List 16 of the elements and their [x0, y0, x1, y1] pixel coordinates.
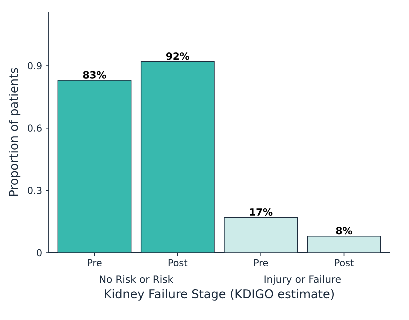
text: Injury or Failure: [264, 275, 341, 286]
data-label: 8%: [336, 227, 352, 235]
x-tick-label: Pre: [88, 260, 102, 267]
data-label: 92%: [166, 52, 190, 60]
text: No Risk or Risk: [100, 275, 174, 284]
y-axis-title: Proportion of patients: [9, 68, 21, 196]
data-label: 17%: [250, 208, 273, 216]
x-tick-label: Post: [335, 260, 354, 267]
x-tick-label: Post: [168, 260, 188, 267]
x-tick-label: Pre: [254, 260, 268, 267]
y-tick-label: 0: [37, 249, 42, 257]
y-tick-label: 0.6: [28, 124, 42, 132]
y-tick-label: 0.3: [28, 187, 42, 194]
y-tick-label: 0.9: [28, 62, 42, 70]
data-label: 83%: [83, 71, 106, 79]
x-axis-title: Kidney Failure Stage (KDIGO estimate): [105, 289, 334, 301]
